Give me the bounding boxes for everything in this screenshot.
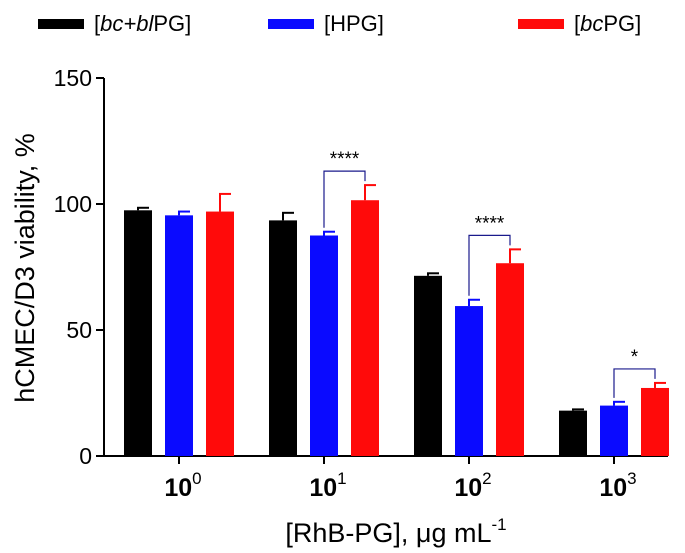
significance-label-2: * xyxy=(631,347,639,368)
y-tick-label-0: 0 xyxy=(79,443,92,469)
x-tick-label-0: 100 xyxy=(164,469,201,502)
significance-bracket-0 xyxy=(323,170,366,228)
bar-s2-g1 xyxy=(351,200,379,456)
legend-item-hpg: [HPG] xyxy=(268,8,384,40)
x-axis: 100 101 102 103 xyxy=(104,455,668,502)
bar-s2-g3 xyxy=(641,387,669,456)
bar-s1-g0 xyxy=(165,215,193,456)
legend-swatch-bc-bl-pg xyxy=(38,19,84,29)
x-axis-label-unit: μg mL xyxy=(416,518,492,548)
bar-s0-g3 xyxy=(559,410,587,456)
bar-s2-g2 xyxy=(496,263,524,456)
y-tick-label-50: 50 xyxy=(66,317,92,343)
x-tick-label-2: 102 xyxy=(454,469,491,502)
y-axis-label: hCMEC/D3 viability, % xyxy=(10,133,40,403)
bar-s1-g3 xyxy=(600,405,628,456)
x-axis-label-exp: -1 xyxy=(492,515,507,534)
bar-s1-g2 xyxy=(455,306,483,456)
significance-bracket-2 xyxy=(613,368,656,398)
bar-s0-g0 xyxy=(124,210,152,456)
legend: [bc+blPG] [HPG] [bcPG] xyxy=(0,8,685,40)
legend-swatch-hpg xyxy=(268,19,314,29)
y-axis: 0 50 100 150 xyxy=(54,65,105,469)
x-axis-label-main: [RhB-PG], xyxy=(285,518,416,548)
bar-s2-g0 xyxy=(206,211,234,456)
bar-s1-g1 xyxy=(310,235,338,456)
x-axis-label: [RhB-PG], μg mL-1 xyxy=(285,515,506,548)
legend-item-bc-bl-pg: [bc+blPG] xyxy=(38,8,191,40)
bar-s0-g1 xyxy=(269,220,297,456)
significance-bracket-1 xyxy=(468,234,511,296)
significance-annotations: ********* xyxy=(323,149,656,398)
x-tick-label-3: 103 xyxy=(599,469,636,502)
bars xyxy=(124,184,669,456)
x-tick-label-1: 101 xyxy=(309,469,346,502)
y-tick-label-150: 150 xyxy=(54,65,92,91)
legend-item-bcpg: [bcPG] xyxy=(518,8,641,40)
legend-swatch-bcpg xyxy=(518,19,564,29)
legend-label-hpg: [HPG] xyxy=(324,11,384,36)
legend-label-bcpg: [bcPG] xyxy=(574,11,642,36)
legend-label-bc-bl-pg: [bc+blPG] xyxy=(94,11,192,36)
bar-s0-g2 xyxy=(414,275,442,456)
significance-label-0: **** xyxy=(330,149,360,170)
y-tick-label-100: 100 xyxy=(54,191,92,217)
significance-label-1: **** xyxy=(475,213,505,234)
